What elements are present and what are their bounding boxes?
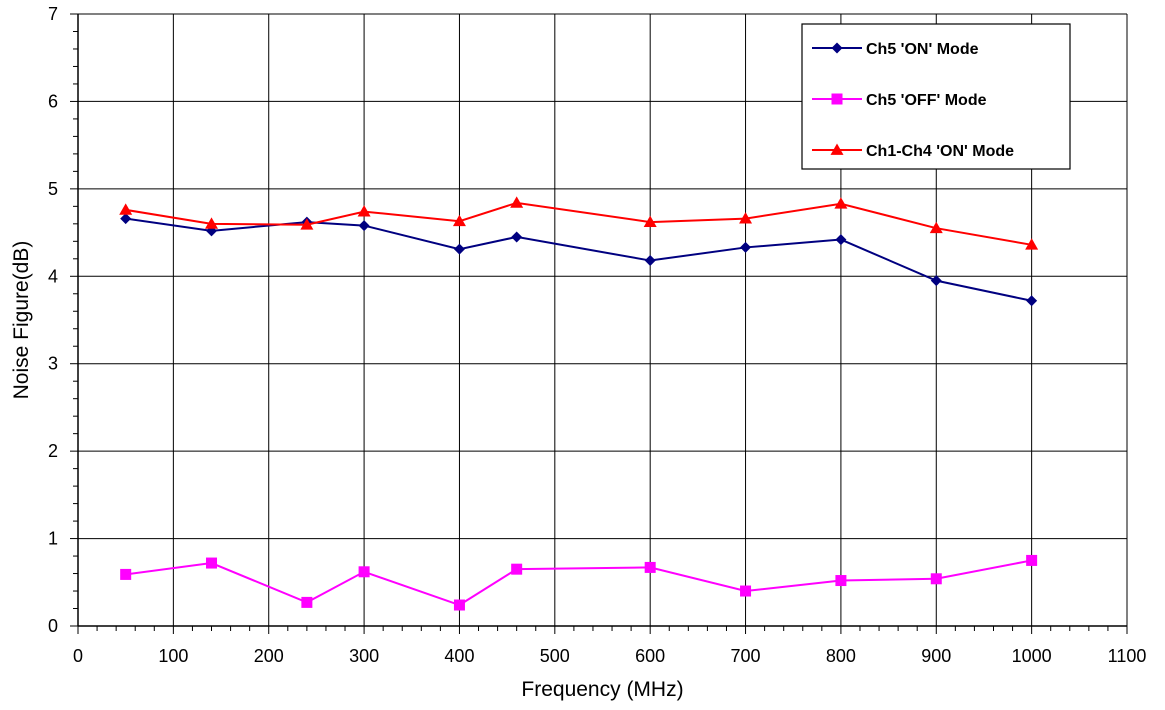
series-layer — [119, 196, 1039, 611]
x-tick-label: 500 — [540, 646, 570, 666]
x-tick-label: 100 — [158, 646, 188, 666]
data-point — [835, 234, 847, 246]
data-point — [119, 203, 133, 215]
data-point — [206, 557, 218, 569]
data-point — [1026, 295, 1038, 307]
x-tick-label: 400 — [444, 646, 474, 666]
data-point — [643, 215, 657, 227]
legend-marker — [830, 143, 844, 155]
data-point — [740, 585, 752, 597]
x-tick-label: 200 — [254, 646, 284, 666]
data-point — [740, 241, 752, 253]
x-tick-label: 1000 — [1012, 646, 1052, 666]
legend-marker — [831, 93, 843, 105]
y-tick-label: 1 — [48, 529, 58, 549]
x-tick-label: 700 — [731, 646, 761, 666]
data-point — [358, 220, 370, 232]
data-point — [929, 221, 943, 234]
y-axis-title: Noise Figure(dB) — [10, 241, 33, 400]
y-tick-label: 7 — [48, 4, 58, 24]
x-tick-label: 600 — [635, 646, 665, 666]
data-point — [644, 255, 656, 267]
data-point — [300, 218, 314, 230]
legend: Ch5 'ON' Mode Ch5 'OFF' Mode Ch1-Ch4 'ON' … — [801, 23, 1071, 170]
legend-label: Ch1-Ch4 'ON' Mode — [866, 143, 1014, 160]
data-point — [358, 566, 370, 578]
series-2 — [120, 554, 1038, 611]
series-1 — [120, 213, 1038, 307]
data-point — [1026, 554, 1038, 566]
legend-marker — [831, 42, 843, 54]
x-tick-label: 800 — [826, 646, 856, 666]
y-tick-label: 2 — [48, 441, 58, 461]
data-point — [930, 275, 942, 287]
data-point — [120, 213, 132, 225]
data-point — [453, 599, 465, 611]
legend-box — [801, 23, 1071, 170]
data-point — [511, 231, 523, 243]
x-tick-label: 300 — [349, 646, 379, 666]
data-point — [453, 243, 465, 255]
legend-label: Ch5 'OFF' Mode — [866, 92, 987, 109]
data-point — [205, 217, 219, 229]
y-tick-label: 6 — [48, 91, 58, 111]
data-point — [510, 196, 524, 208]
data-point — [644, 561, 656, 573]
y-tick-label: 4 — [48, 266, 58, 286]
data-point — [301, 596, 313, 608]
x-tick-label: 900 — [921, 646, 951, 666]
legend-label: Ch5 'ON' Mode — [866, 41, 979, 58]
data-point — [511, 563, 523, 575]
series-3 — [119, 196, 1039, 250]
data-point — [120, 568, 132, 580]
data-point — [357, 205, 371, 217]
x-axis-title: Frequency (MHz) — [521, 678, 683, 701]
data-point — [1025, 238, 1039, 250]
data-point — [834, 197, 848, 209]
axes: 0 100 200 300 400 500 600 700 800 900 1000 1100 0 1 2 3… — [48, 4, 1146, 666]
x-tick-label: 1100 — [1108, 646, 1147, 666]
y-tick-label: 3 — [48, 354, 58, 374]
y-tick-label: 0 — [48, 616, 58, 636]
x-tick-label: 0 — [73, 646, 83, 666]
data-point — [835, 575, 847, 587]
data-point — [739, 212, 753, 224]
data-point — [930, 573, 942, 585]
y-tick-label: 5 — [48, 179, 58, 199]
data-point — [452, 214, 466, 227]
